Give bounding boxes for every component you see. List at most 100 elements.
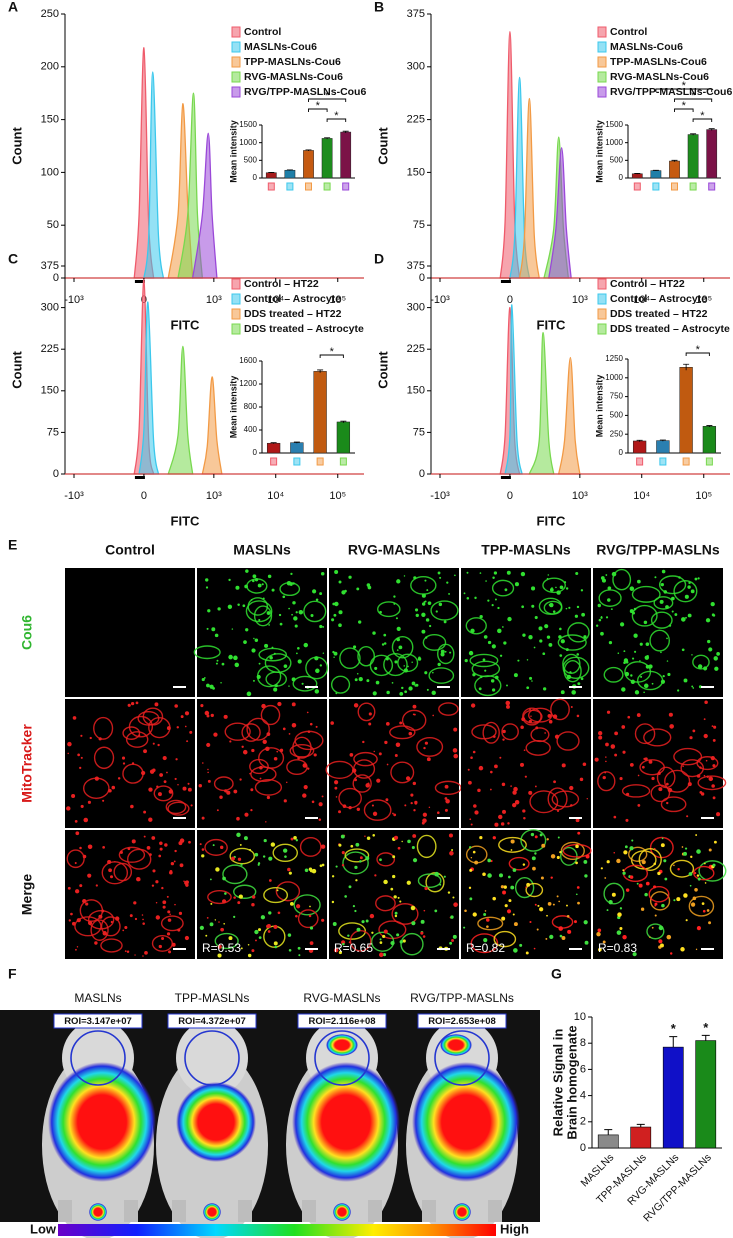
inset-tick-label: 250: [610, 429, 624, 438]
speck: [694, 887, 698, 892]
cell: [352, 774, 372, 793]
speck: [297, 946, 301, 950]
legend-swatch: [597, 278, 607, 290]
speck: [666, 637, 668, 640]
speck: [685, 616, 687, 619]
speck: [560, 690, 565, 695]
speck: [654, 902, 658, 906]
speck: [258, 618, 261, 622]
speck: [258, 936, 262, 940]
speck: [348, 885, 352, 889]
inset-axis-title: Mean intensity: [228, 120, 238, 183]
speck: [122, 762, 126, 765]
speck: [166, 726, 171, 731]
speck: [474, 860, 479, 865]
cell: [224, 722, 251, 741]
speck: [407, 665, 409, 668]
speck: [222, 876, 226, 881]
speck: [349, 753, 354, 757]
speck: [335, 865, 338, 868]
speck: [666, 801, 669, 805]
speck: [692, 896, 697, 901]
micrograph-bg: [197, 568, 327, 697]
speck: [410, 801, 413, 805]
speck: [647, 743, 649, 745]
speck: [79, 846, 82, 850]
speck: [424, 579, 427, 582]
speck: [611, 892, 616, 897]
histogram-curve: [518, 97, 540, 279]
speck: [411, 921, 416, 926]
speck: [70, 912, 73, 916]
cell: [357, 646, 376, 667]
x-tick-label: 0: [141, 490, 147, 502]
heat-signal: [333, 1203, 351, 1221]
speck: [577, 831, 581, 835]
speck: [520, 725, 524, 730]
speck: [708, 776, 714, 782]
y-tick-label: 150: [41, 114, 59, 126]
heat-signal: [48, 1062, 156, 1182]
speck: [594, 757, 599, 762]
speck: [166, 895, 169, 898]
histogram-curve: [177, 92, 204, 279]
speck: [561, 763, 566, 768]
bar: [630, 1126, 652, 1149]
speck: [157, 743, 160, 747]
speck: [233, 896, 236, 899]
cell: [286, 759, 308, 776]
speck: [542, 652, 546, 656]
speck: [373, 750, 375, 753]
speck: [156, 785, 159, 788]
speck: [487, 599, 490, 602]
speck: [501, 626, 504, 628]
speck: [669, 952, 673, 955]
speck: [413, 713, 416, 716]
inset-bar: [265, 172, 277, 179]
speck: [249, 772, 251, 775]
speck: [651, 682, 654, 685]
micrograph-bg: [65, 568, 195, 697]
speck: [303, 642, 309, 648]
speck: [277, 701, 282, 707]
speck: [422, 812, 427, 817]
speck: [497, 628, 502, 634]
speck: [507, 822, 510, 825]
speck: [451, 939, 454, 942]
speck: [519, 762, 525, 767]
speck: [155, 915, 161, 920]
speck: [71, 921, 76, 926]
speck: [648, 664, 653, 669]
significance-bracket: [655, 88, 713, 92]
speck: [235, 585, 240, 590]
speck: [524, 775, 527, 778]
cell: [557, 634, 587, 651]
speck: [294, 624, 298, 628]
cell: [260, 704, 281, 726]
speck: [705, 759, 708, 762]
speck: [87, 800, 91, 804]
speck: [597, 603, 601, 608]
y-tick-label: 2: [580, 1116, 586, 1128]
speck: [644, 757, 648, 761]
speck: [205, 934, 208, 937]
y-tick-label: 0: [53, 468, 59, 480]
speck: [302, 793, 307, 798]
cell: [471, 724, 497, 740]
bar: [597, 1134, 619, 1149]
cell: [491, 579, 515, 597]
speck: [334, 786, 338, 790]
speck: [474, 810, 479, 815]
speck: [251, 748, 255, 753]
speck: [464, 658, 468, 663]
speck: [241, 745, 244, 748]
y-tick-label: 75: [413, 426, 425, 438]
speck: [500, 885, 505, 889]
speck: [95, 884, 98, 887]
speck: [399, 721, 403, 725]
roi-circle: [314, 1030, 370, 1086]
speck: [74, 889, 80, 894]
speck: [704, 862, 706, 865]
speck: [598, 735, 603, 740]
speck: [143, 749, 148, 754]
